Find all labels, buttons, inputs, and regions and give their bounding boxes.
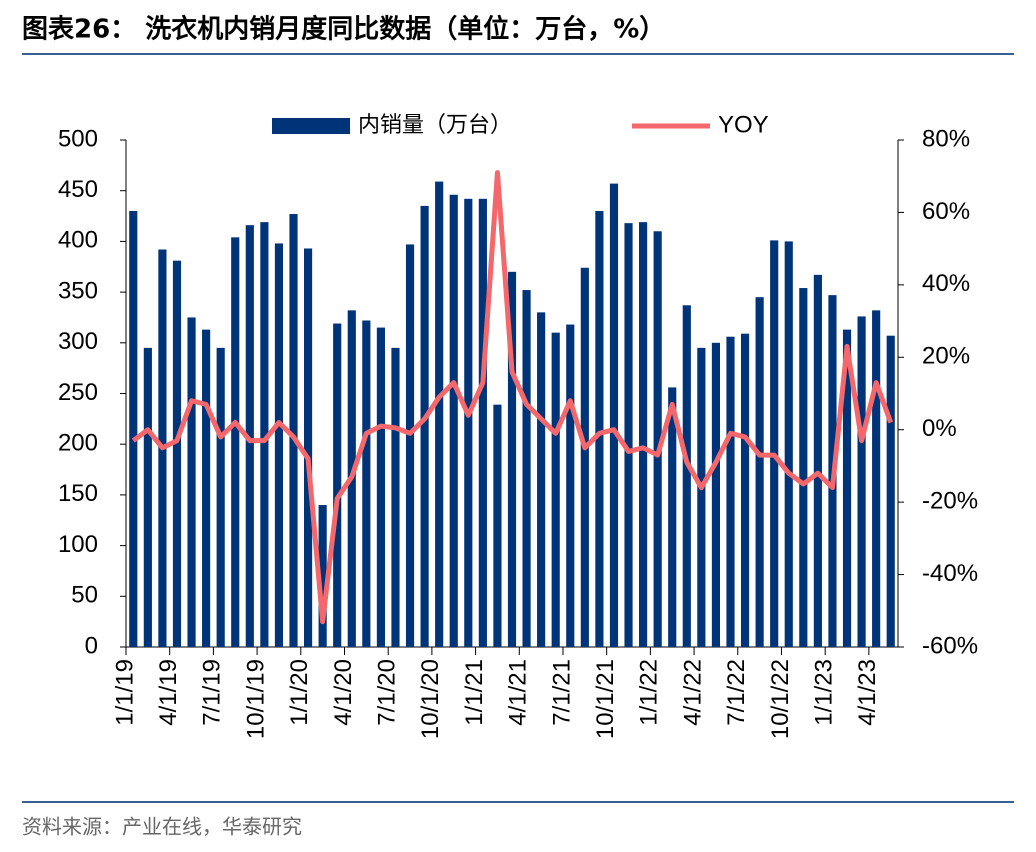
y-tick-label: 400 <box>58 227 98 254</box>
bar <box>303 248 313 648</box>
y-tick-label: 300 <box>58 328 98 355</box>
y-tick-label: 250 <box>58 379 98 406</box>
x-tick-label: 4/1/21 <box>505 659 532 726</box>
y2-tick-label: -20% <box>922 487 978 514</box>
bar <box>391 347 400 647</box>
bar <box>187 317 196 647</box>
bar <box>449 194 458 648</box>
bar <box>639 222 648 647</box>
y-tick-label: 50 <box>71 582 98 609</box>
bar <box>697 347 706 647</box>
chart-title: 图表26： 洗衣机内销月度同比数据（单位：万台，%） <box>22 14 665 45</box>
bar <box>289 214 298 647</box>
y2-tick-label: 80% <box>922 125 970 152</box>
bar <box>595 210 604 648</box>
y-tick-label: 200 <box>58 430 98 457</box>
x-tick-label: 10/1/19 <box>242 659 269 739</box>
bar <box>537 312 546 647</box>
x-tick-label: 1/1/19 <box>111 659 138 726</box>
bar <box>464 198 473 647</box>
x-tick-label: 4/1/20 <box>330 659 357 726</box>
bar <box>362 320 371 647</box>
legend-swatch <box>272 118 350 134</box>
bar <box>478 198 487 647</box>
x-tick-label: 7/1/22 <box>723 659 750 726</box>
bar <box>842 329 852 647</box>
y2-tick-label: -40% <box>922 560 978 587</box>
y2-tick-label: -60% <box>922 632 978 659</box>
bar <box>435 181 444 647</box>
bar <box>566 324 575 647</box>
bar <box>668 387 677 647</box>
bar <box>726 336 735 647</box>
bar <box>420 205 429 647</box>
bar <box>507 271 517 647</box>
bar <box>799 288 808 647</box>
bar <box>143 347 152 647</box>
bar <box>274 243 284 648</box>
bar <box>609 183 619 648</box>
x-tick-label: 7/1/20 <box>374 659 401 726</box>
y2-tick-label: 0% <box>922 415 957 442</box>
bar <box>129 210 138 648</box>
bar <box>755 297 764 647</box>
source-note: 资料来源：产业在线，华泰研究 <box>22 815 302 839</box>
y2-tick-label: 60% <box>922 198 970 225</box>
bar <box>333 323 342 647</box>
bar <box>376 327 385 647</box>
bar <box>202 329 211 647</box>
x-tick-label: 1/1/20 <box>286 659 313 726</box>
bar <box>682 305 691 647</box>
x-tick-label: 10/1/20 <box>417 659 444 739</box>
x-tick-label: 4/1/22 <box>679 659 706 726</box>
y-tick-label: 150 <box>58 480 98 507</box>
bar <box>318 505 327 647</box>
bar <box>245 225 254 647</box>
bar <box>216 347 225 647</box>
y-tick-label: 100 <box>58 531 98 558</box>
legend-label: 内销量（万台） <box>358 113 512 138</box>
x-tick-label: 7/1/21 <box>548 659 575 726</box>
x-tick-label: 4/1/19 <box>155 659 182 726</box>
bar <box>784 241 793 647</box>
y-tick-label: 500 <box>58 125 98 152</box>
bar <box>405 244 415 647</box>
bar <box>740 333 750 647</box>
x-tick-label: 1/1/21 <box>461 659 488 726</box>
y-tick-label: 0 <box>85 632 98 659</box>
bar <box>522 290 531 647</box>
x-tick-label: 10/1/21 <box>592 659 619 739</box>
bar <box>813 274 822 647</box>
x-tick-label: 1/1/22 <box>636 659 663 726</box>
bar <box>172 260 182 647</box>
bar <box>770 240 779 648</box>
x-tick-label: 7/1/19 <box>199 659 226 726</box>
y-tick-label: 350 <box>58 277 98 304</box>
x-tick-label: 10/1/22 <box>767 659 794 739</box>
bar <box>551 332 560 647</box>
bar <box>624 223 633 647</box>
legend-label: YOY <box>718 111 769 138</box>
bar <box>711 342 721 647</box>
y2-tick-label: 20% <box>922 343 970 370</box>
bar <box>231 237 240 647</box>
bar <box>886 335 895 647</box>
bar <box>653 231 662 647</box>
line <box>131 170 894 625</box>
x-tick-label: 1/1/23 <box>811 659 838 726</box>
bar <box>857 316 866 647</box>
bar <box>493 404 502 647</box>
y2-tick-label: 40% <box>922 270 970 297</box>
bar <box>580 267 589 647</box>
bar <box>260 222 269 647</box>
x-tick-label: 4/1/23 <box>854 659 881 726</box>
bar <box>872 310 881 647</box>
y-tick-label: 450 <box>58 176 98 203</box>
